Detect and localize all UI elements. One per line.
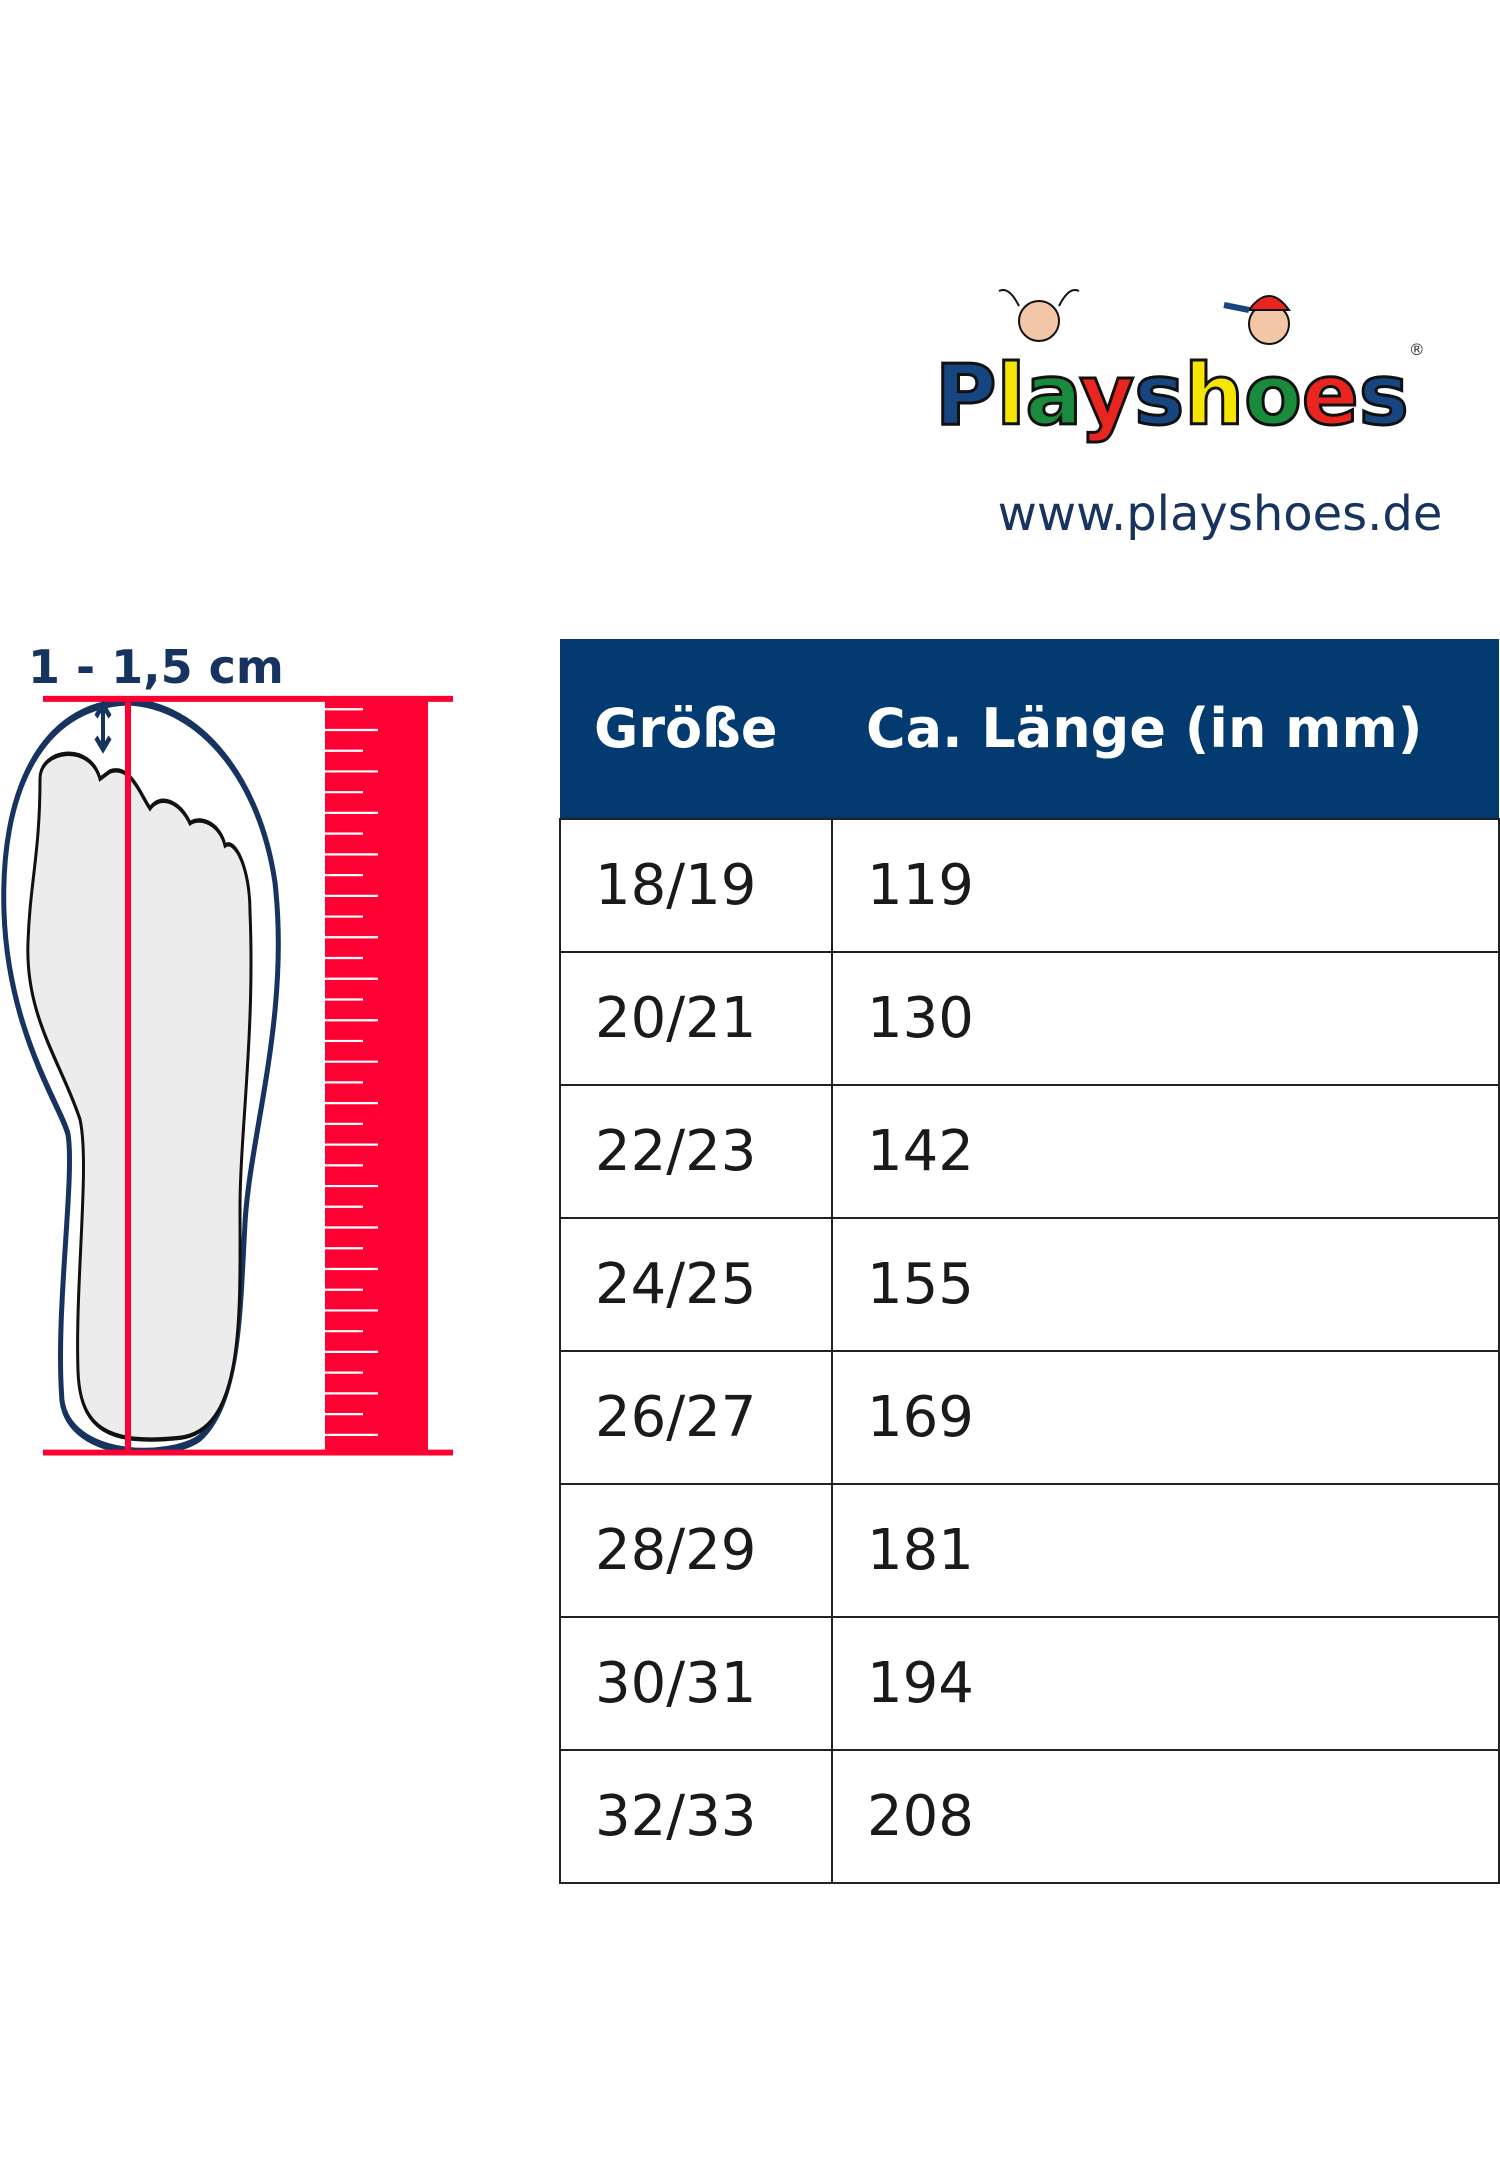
length-cell: 142 [831, 1084, 1500, 1219]
length-cell: 169 [831, 1350, 1500, 1485]
double-arrow-icon [94, 700, 112, 754]
header-length: Ca. Länge (in mm) [832, 639, 1499, 819]
table-row: 32/33 208 [559, 1749, 1500, 1884]
logo-letter: o [1243, 345, 1304, 446]
size-cell: 18/19 [559, 818, 833, 953]
length-cell: 130 [831, 951, 1500, 1086]
table-row: 28/29 181 [559, 1483, 1500, 1618]
foot-measurement-diagram [1, 695, 453, 1456]
logo-letter: s [1357, 345, 1410, 446]
girl-mascot-head [1018, 300, 1060, 342]
size-cell: 30/31 [559, 1616, 833, 1751]
website-url[interactable]: www.playshoes.de [997, 486, 1443, 542]
logo-letter: e [1300, 345, 1360, 446]
table-row: 18/19 119 [559, 818, 1500, 953]
cap-icon [1247, 295, 1291, 311]
toe-allowance-label: 1 - 1,5 cm [28, 640, 284, 694]
size-table: Größe Ca. Länge (in mm) 18/19 119 20/21 130… [559, 639, 1500, 1884]
header-size: Größe [560, 639, 832, 819]
size-cell: 24/25 [559, 1217, 833, 1352]
length-cell: 119 [831, 818, 1500, 953]
logo-letter: a [1024, 345, 1081, 446]
size-cell: 26/27 [559, 1350, 833, 1485]
table-row: 22/23 142 [559, 1084, 1500, 1219]
logo-letter: y [1078, 345, 1136, 446]
length-cell: 208 [831, 1749, 1500, 1884]
length-cell: 155 [831, 1217, 1500, 1352]
logo-letter: s [1133, 345, 1186, 446]
playshoes-logo: Playshoes® [934, 330, 1500, 460]
size-cell: 32/33 [559, 1749, 833, 1884]
ruler [325, 698, 428, 1453]
foot-sole [26, 751, 253, 1442]
table-row: 24/25 155 [559, 1217, 1500, 1352]
logo-letter: h [1183, 345, 1246, 446]
table-row: 20/21 130 [559, 951, 1500, 1086]
logo-letter: P [934, 345, 999, 446]
table-row: 26/27 169 [559, 1350, 1500, 1485]
registered-mark: ® [1408, 340, 1425, 359]
logo-letter: l [995, 345, 1027, 446]
size-cell: 28/29 [559, 1483, 833, 1618]
size-cell: 20/21 [559, 951, 833, 1086]
length-cell: 181 [831, 1483, 1500, 1618]
table-row: 30/31 194 [559, 1616, 1500, 1751]
size-cell: 22/23 [559, 1084, 833, 1219]
length-cell: 194 [831, 1616, 1500, 1751]
logo-mascots [998, 289, 1291, 345]
